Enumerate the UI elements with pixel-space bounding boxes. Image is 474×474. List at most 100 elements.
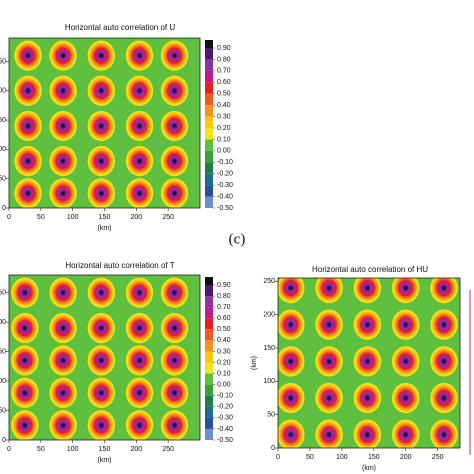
correlation-contour bbox=[61, 326, 65, 330]
colorbar-swatch bbox=[205, 116, 213, 128]
y-tick-label: 200 bbox=[263, 312, 275, 319]
correlation-contour bbox=[23, 291, 27, 295]
colorbar-swatch bbox=[205, 384, 213, 396]
chart-title: Horizontal auto correlation of HU bbox=[312, 265, 428, 274]
x-tick-label: 50 bbox=[37, 214, 45, 221]
x-tick-label: 0 bbox=[276, 454, 280, 461]
correlation-contour bbox=[138, 423, 141, 427]
colorbar-label: 0.40 bbox=[217, 337, 231, 344]
x-tick-label: 250 bbox=[162, 214, 174, 221]
correlation-contour bbox=[138, 54, 141, 57]
correlation-contour bbox=[173, 326, 176, 330]
correlation-contour bbox=[61, 124, 65, 128]
correlation-contour bbox=[100, 291, 103, 295]
correlation-contour bbox=[173, 359, 176, 362]
colorbar-swatch bbox=[205, 307, 213, 319]
correlation-contour bbox=[366, 433, 369, 437]
correlation-contour bbox=[404, 433, 407, 437]
correlation-contour bbox=[327, 286, 331, 290]
x-tick-label: 50 bbox=[306, 454, 314, 461]
correlation-contour bbox=[23, 359, 27, 362]
correlation-contour bbox=[173, 159, 176, 163]
x-tick-label: 100 bbox=[336, 454, 348, 461]
correlation-contour bbox=[138, 391, 141, 395]
colorbar-swatch bbox=[205, 185, 213, 197]
y-tick-label: 0 bbox=[271, 445, 275, 452]
correlation-contour bbox=[289, 396, 293, 400]
correlation-contour bbox=[138, 359, 141, 362]
y-tick-label: 150 bbox=[263, 345, 275, 352]
panel-label: (c) bbox=[229, 231, 246, 247]
colorbar-label: 0.50 bbox=[217, 91, 231, 98]
y-tick-label: 0 bbox=[2, 437, 6, 444]
colorbar-swatch bbox=[205, 318, 213, 330]
colorbar-label: -0.50 bbox=[217, 205, 233, 212]
colorbar-label: -0.50 bbox=[217, 437, 233, 444]
plot-frame bbox=[277, 277, 461, 449]
colorbar-label: 0.10 bbox=[217, 370, 231, 377]
correlation-contour bbox=[100, 359, 103, 362]
colorbar-label: 0.30 bbox=[217, 348, 231, 355]
colorbar-label: -0.10 bbox=[217, 159, 233, 166]
colorbar-label: 0.20 bbox=[217, 125, 231, 132]
correlation-contour bbox=[26, 124, 30, 128]
correlation-contour bbox=[173, 291, 176, 295]
x-tick-label: 100 bbox=[67, 446, 79, 453]
correlation-contour bbox=[404, 359, 407, 363]
colorbar-label: -0.40 bbox=[217, 426, 233, 433]
colorbar-swatch bbox=[205, 70, 213, 83]
correlation-contour bbox=[289, 323, 293, 327]
colorbar-swatch bbox=[205, 139, 213, 151]
correlation-contour bbox=[138, 159, 141, 163]
correlation-contour bbox=[26, 191, 30, 195]
field bbox=[12, 38, 190, 208]
correlation-contour bbox=[327, 323, 331, 327]
y-axis-label: (km) bbox=[251, 356, 258, 370]
colorbar-swatch bbox=[205, 406, 213, 418]
colorbar-label: 0.50 bbox=[217, 326, 231, 333]
colorbar-label: 0.70 bbox=[217, 304, 231, 311]
y-tick-label: 250 bbox=[0, 290, 6, 297]
colorbar-label: 0.30 bbox=[217, 113, 231, 120]
colorbar-swatch bbox=[205, 285, 213, 297]
correlation-contour bbox=[442, 433, 446, 437]
y-tick-label: 100 bbox=[0, 378, 6, 385]
x-tick-label: 200 bbox=[400, 454, 412, 461]
correlation-contour bbox=[138, 291, 141, 295]
correlation-contour bbox=[289, 433, 293, 437]
colorbar-label: 0.90 bbox=[217, 282, 231, 289]
y-tick-label: 250 bbox=[0, 58, 6, 65]
colorbar-swatch bbox=[205, 59, 213, 71]
correlation-contour bbox=[366, 323, 369, 327]
correlation-contour bbox=[100, 326, 103, 330]
correlation-contour bbox=[26, 54, 30, 57]
x-axis-label: (km) bbox=[98, 225, 112, 232]
correlation-contour bbox=[442, 323, 446, 327]
correlation-contour bbox=[26, 159, 30, 163]
colorbar-swatch bbox=[205, 173, 213, 186]
chart-title: Horizontal auto correlation of U bbox=[65, 23, 176, 32]
colorbar-swatch bbox=[205, 417, 213, 429]
correlation-contour bbox=[366, 359, 369, 363]
colorbar-label: -0.30 bbox=[217, 415, 233, 422]
correlation-contour bbox=[61, 291, 65, 295]
correlation-contour bbox=[138, 89, 141, 93]
correlation-contour bbox=[327, 359, 331, 363]
correlation-contour bbox=[404, 323, 407, 327]
colorbar-label: -0.30 bbox=[217, 182, 233, 189]
y-tick-label: 100 bbox=[0, 146, 6, 153]
colorbar-label: 0.00 bbox=[217, 381, 231, 388]
y-tick-label: 200 bbox=[0, 319, 6, 326]
x-axis-label: (km) bbox=[362, 465, 376, 472]
x-tick-label: 150 bbox=[368, 454, 380, 461]
correlation-contour bbox=[61, 191, 65, 195]
correlation-contour bbox=[173, 191, 176, 195]
x-tick-label: 0 bbox=[7, 214, 11, 221]
correlation-contour bbox=[100, 54, 103, 57]
correlation-contour bbox=[61, 391, 65, 395]
correlation-contour bbox=[173, 124, 176, 128]
correlation-contour bbox=[100, 124, 103, 128]
y-tick-label: 250 bbox=[263, 278, 275, 285]
colorbar-swatch bbox=[205, 48, 213, 60]
